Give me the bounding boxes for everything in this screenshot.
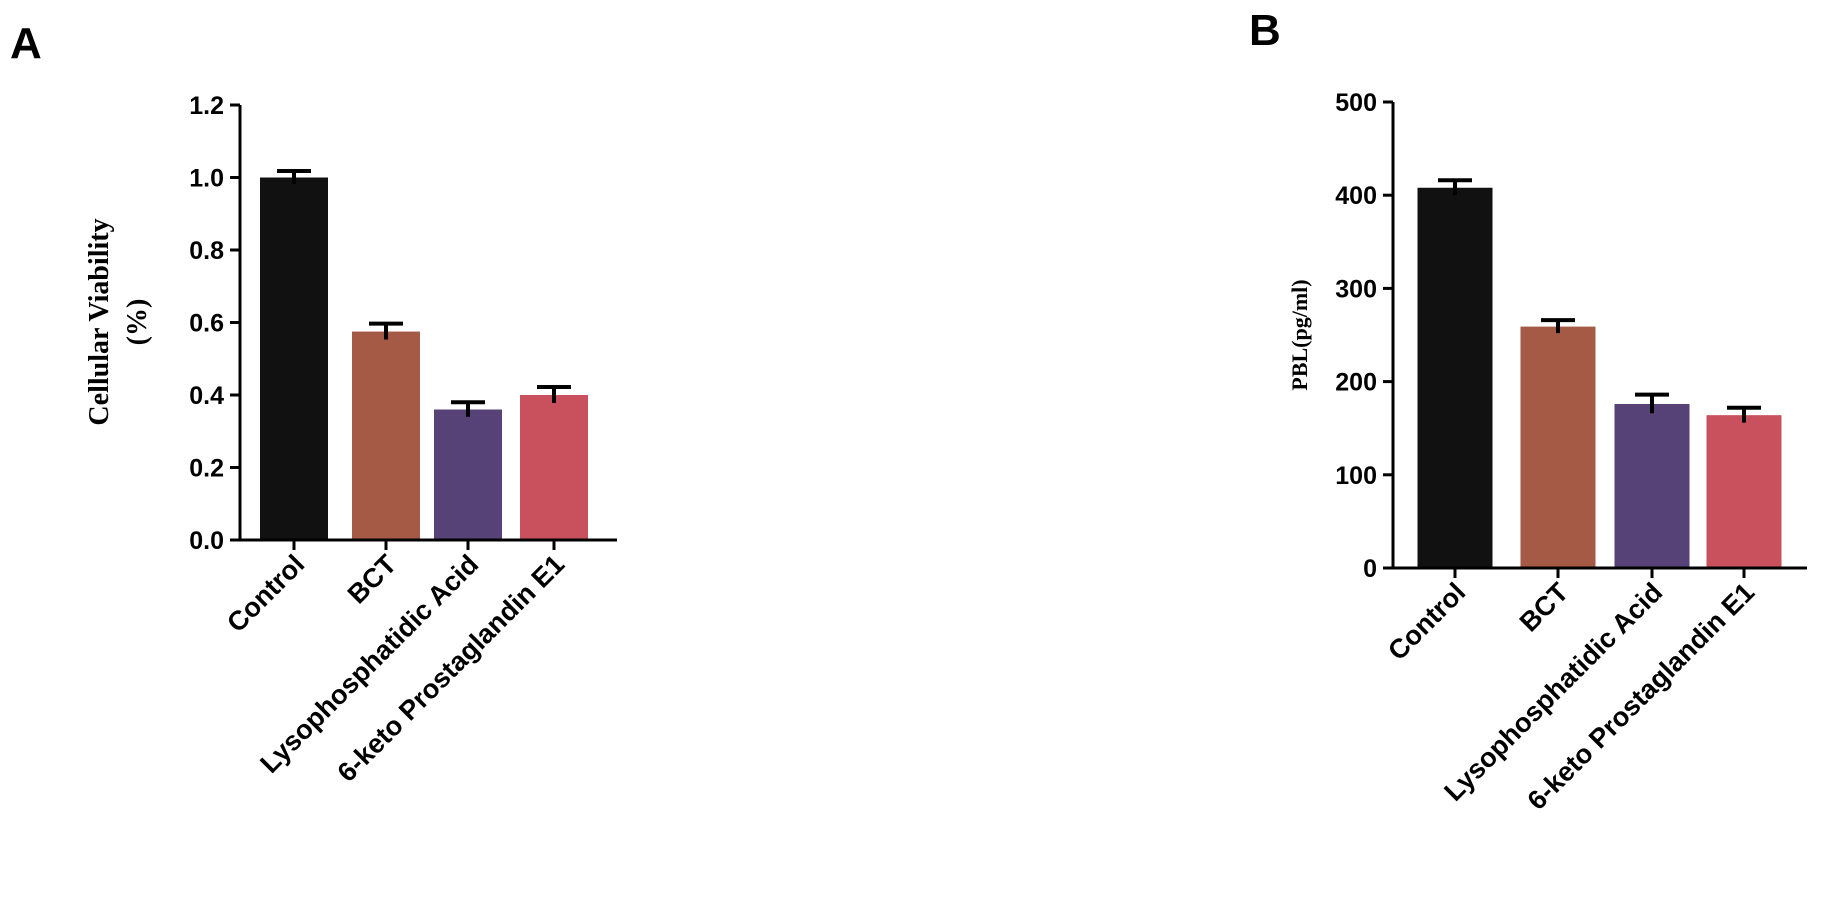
chart-b-error-bar-0 [1438, 178, 1472, 196]
chart-b-bar-3 [1706, 415, 1782, 568]
panel-a-letter: A [10, 19, 42, 68]
chart-a-bar-1 [352, 331, 420, 540]
chart-a-y-tick-label-3: 0.6 [189, 310, 224, 338]
chart-b-y-tick-label-3: 300 [1335, 275, 1377, 303]
chart-b-y-tick-label-4: 400 [1335, 182, 1377, 210]
chart-a-category-label-0: Control [221, 549, 310, 638]
chart-a-y-title-line-0: Cellular Viability [84, 218, 115, 425]
chart-a-bar-3 [520, 395, 588, 540]
chart-a-bar-2 [434, 409, 502, 540]
chart-a-y-title: Cellular Viability (%) [84, 218, 153, 425]
chart-a-y-tick-label-6: 1.2 [189, 92, 224, 120]
chart-a-error-bar-2 [451, 400, 485, 417]
chart-b-error-bar-3 [1727, 405, 1761, 423]
chart-a-y-tick-label-4: 0.8 [189, 237, 224, 265]
chart-b-bar-1 [1520, 326, 1596, 568]
chart-a-error-bar-3 [537, 385, 571, 403]
chart-a-y-tick-label-5: 1.0 [189, 165, 224, 193]
chart-a-y-tick-label-1: 0.2 [189, 455, 224, 483]
chart-a-y-tick-label-0: 0.0 [189, 527, 224, 555]
chart-a-y-title-line-1: (%) [122, 299, 153, 346]
chart-b-bar-2 [1614, 403, 1690, 568]
chart-b-y-tick-label-1: 100 [1335, 462, 1377, 490]
chart-b-y-tick-label-0: 0 [1363, 555, 1377, 583]
panel-b-letter: B [1249, 6, 1281, 55]
chart-b-bar-0 [1417, 187, 1493, 568]
chart-b-error-bar-2 [1635, 392, 1669, 414]
chart-b-y-tick-label-5: 500 [1335, 89, 1377, 117]
chart-a-error-bar-0 [277, 168, 311, 185]
chart-b-category-label-1: BCT [1514, 577, 1575, 638]
chart-a-y-tick-label-2: 0.4 [189, 382, 224, 410]
chart-b-error-bar-1 [1541, 318, 1575, 334]
chart-a-category-label-1: BCT [342, 549, 403, 610]
chart-a-error-bar-1 [369, 321, 403, 340]
chart-a-bar-0 [260, 177, 328, 540]
chart-b-category-label-0: Control [1382, 577, 1471, 666]
chart-b-y-title: PBL(pg/ml) [1287, 279, 1312, 390]
chart-b-y-title-line-0: PBL(pg/ml) [1287, 279, 1312, 390]
chart-b-y-tick-label-2: 200 [1335, 369, 1377, 397]
